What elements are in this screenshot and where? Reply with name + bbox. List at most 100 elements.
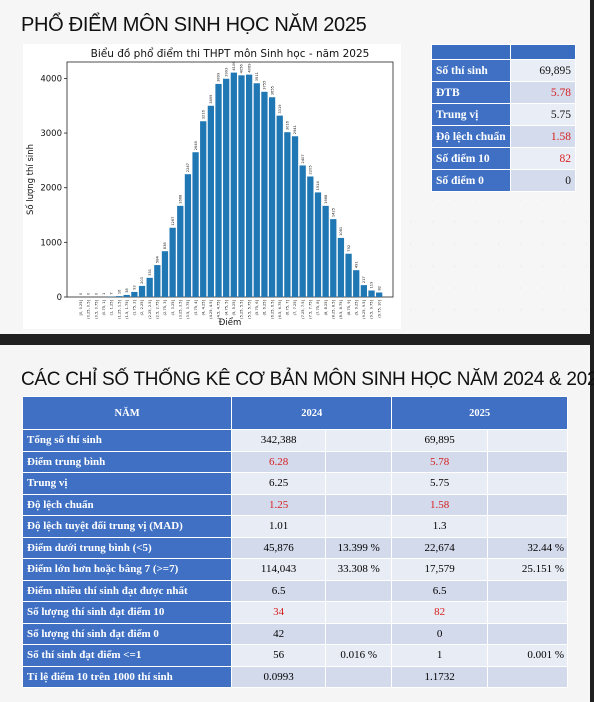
metric-label: Điểm lớn hơn hoặc bằng 7 (>=7) [21, 558, 233, 581]
bar-value-label: 2205 [309, 165, 313, 174]
value-2024: 0.0993 [231, 665, 326, 688]
percent-2024: 13.399 % [324, 536, 393, 559]
bar-value-label: 1081 [339, 227, 343, 236]
bar-value-label: 1425 [331, 208, 335, 217]
bar-value-label: 2941 [293, 125, 297, 134]
percent-2024 [324, 450, 393, 473]
value-2025: 5.78 [391, 450, 488, 473]
comparison-row: Điểm dưới trung bình (<5) 45,876 13.399 % 2… [21, 536, 569, 559]
value-2025: 1.58 [391, 493, 488, 516]
bar [253, 83, 260, 297]
bar [360, 285, 368, 297]
bar [245, 74, 253, 297]
percent-2025 [486, 450, 569, 473]
value-2024: 45,876 [231, 536, 326, 559]
bar-value-label: 119 [370, 281, 374, 289]
x-tick-label: (6.5, 6.75] [278, 299, 282, 318]
x-tick-label: (5.5, 5.75] [247, 299, 251, 318]
x-tick-label: (4.5, 4.75] [217, 299, 221, 318]
value-2025: 5.75 [391, 472, 488, 495]
bar-value-label: 491 [354, 261, 358, 268]
stats-label: Số thí sinh [431, 59, 511, 82]
comparison-table: NĂM 2024 2025 Tổng số thí sinh 342,388 69,… [21, 396, 569, 688]
stats-label: Trung vị [431, 103, 511, 126]
comparison-row: Tỉ lệ điểm 10 trên 1000 thí sinh 0.0993 1.… [21, 665, 569, 688]
bar-value-label: 3216 [201, 109, 205, 119]
percent-2025 [486, 493, 569, 516]
x-tick-label: (1, 1.25] [110, 299, 114, 315]
comparison-row: Độ lệch chuẩn 1.25 1.58 [21, 493, 569, 516]
y-tick-label: 3000 [40, 129, 62, 139]
bar [215, 83, 222, 297]
percent-2024: 0.016 % [324, 644, 393, 667]
x-tick-label: (7.25, 7.5] [301, 299, 305, 318]
value-2024: 342,388 [231, 429, 326, 452]
value-2025: 1 [391, 644, 488, 667]
value-2024: 114,043 [231, 558, 326, 581]
metric-label: Điểm nhiều thí sinh đạt được nhất [21, 579, 233, 602]
bar [192, 152, 199, 297]
stats-label: Độ lệch chuẩn [431, 125, 511, 148]
y-tick-label: 4000 [40, 74, 62, 84]
bar-value-label: 4056 [240, 63, 244, 73]
stats-header-cell [431, 44, 511, 60]
score-distribution-panel: PHỔ ĐIỂM MÔN SINH HỌC NĂM 2025 Biểu đồ p… [0, 0, 590, 334]
x-tick-label: (3.5, 3.75] [186, 299, 190, 318]
score-distribution-chart: Biểu đồ phổ điểm thi THPT môn Sinh học -… [23, 44, 401, 329]
comparison-row: Điểm trung bình 6.28 5.78 [21, 450, 569, 473]
bar-value-label: 0 [94, 292, 98, 295]
x-tick-label: (9.25, 9.5] [362, 299, 366, 318]
percent-2025 [486, 622, 569, 645]
bar [123, 294, 130, 297]
percent-2025 [486, 601, 569, 624]
value-2025: 69,895 [391, 429, 488, 452]
bar-value-label: 93 [133, 285, 137, 290]
plot-frame [66, 61, 394, 298]
stats-label: ĐTB [431, 81, 511, 104]
bar [345, 253, 352, 297]
bar-value-label: 203 [140, 277, 144, 284]
stats-header-row [431, 44, 576, 60]
comparison-row: Độ lệch tuyệt đối trung vị (MAD) 1.01 1.3 [21, 515, 569, 538]
x-tick-label: (6.75, 7] [286, 299, 290, 315]
bar [314, 192, 322, 297]
bar [207, 105, 215, 298]
percent-2025 [486, 515, 569, 538]
bar [238, 75, 245, 297]
bar [184, 174, 192, 297]
bar-value-label: 3016 [286, 120, 290, 130]
page-title: PHỔ ĐIỂM MÔN SINH HỌC NĂM 2025 [21, 14, 367, 36]
bar-value-label: 2247 [186, 163, 190, 172]
value-2024: 56 [231, 644, 326, 667]
bar-value-label: 2649 [194, 140, 198, 150]
percent-2025: 0.001 % [486, 644, 569, 667]
metric-label: Tỉ lệ điểm 10 trên 1000 thí sinh [21, 665, 233, 688]
x-tick-label: (7.75, 8] [316, 299, 320, 315]
bar [200, 121, 207, 298]
x-tick-label: (2.5, 2.75] [156, 299, 160, 318]
bar-value-label: 3655 [270, 86, 274, 95]
x-tick-label: (3.75, 4] [194, 299, 198, 315]
stats-value: 0 [510, 169, 576, 192]
percent-2024 [324, 665, 393, 688]
bar-value-label: 1267 [171, 217, 175, 226]
bar-value-label: 3755 [263, 81, 267, 90]
metric-label: Số lượng thí sinh đạt điểm 10 [21, 601, 233, 624]
x-tick-label: (6, 6.25] [263, 299, 267, 315]
comparison-header-row: NĂM 2024 2025 [21, 396, 568, 430]
stats-value: 1.58 [510, 125, 576, 148]
stats-2025-table: Số thí sinh 69,895 ĐTB 5.78 Trung vị 5.75 Độ l… [431, 44, 576, 192]
x-tick-label: (4.25, 4.5] [209, 299, 213, 318]
stats-value: 5.78 [510, 81, 576, 104]
bar [115, 296, 123, 297]
metric-label: Độ lệch tuyệt đối trung vị (MAD) [21, 515, 233, 538]
bar [131, 291, 138, 297]
x-tick-label: [0, 0.25] [79, 299, 83, 315]
bar [161, 251, 169, 297]
bar-value-label: 4106 [232, 61, 236, 71]
value-2024: 1.25 [231, 493, 326, 516]
bar [307, 176, 314, 297]
header-2024: 2024 [231, 396, 393, 430]
percent-2025 [486, 665, 569, 688]
